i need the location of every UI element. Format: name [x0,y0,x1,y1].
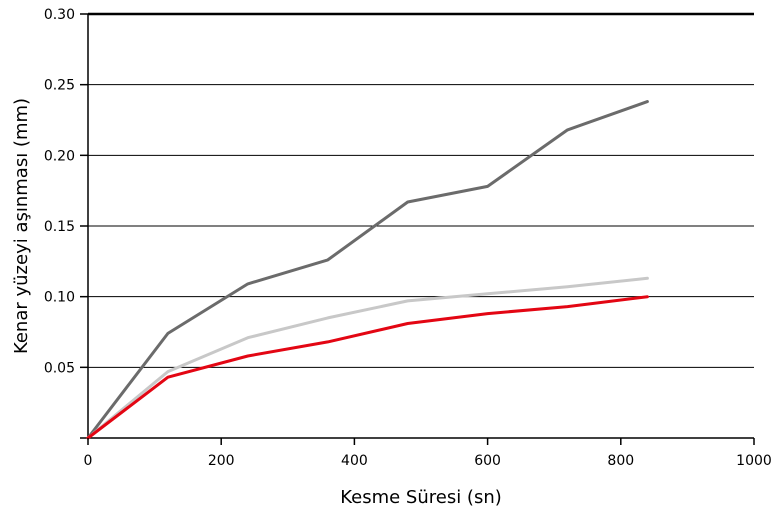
x-tick-label: 200 [208,453,235,469]
x-tick-label: 1000 [736,453,772,469]
y-tick-label: 0.20 [44,148,75,164]
y-tick-label: 0.30 [44,7,75,23]
series-group [86,100,649,440]
grid-lines [88,12,754,368]
x-tick-label: 600 [474,453,501,469]
y-tick-label: 0.15 [44,219,75,235]
x-axis-title: Kesme Süresi (sn) [340,487,502,508]
series-line-2 [86,276,649,440]
y-tick-label: 0.25 [44,78,75,94]
x-tick-label: 0 [84,453,93,469]
series-line-3 [86,295,649,440]
y-tick-label: 0.05 [44,360,75,376]
y-tick-label: 0.10 [44,290,75,306]
tick-labels: 0.05 0.10 0.15 0.20 0.25 0.30 0 200 400 600 800 100… [44,7,772,469]
x-tick-label: 400 [341,453,368,469]
y-axis-title: Kenar yüzeyi aşınması (mm) [11,98,32,354]
series-line-1 [86,100,649,440]
x-tick-label: 800 [607,453,634,469]
